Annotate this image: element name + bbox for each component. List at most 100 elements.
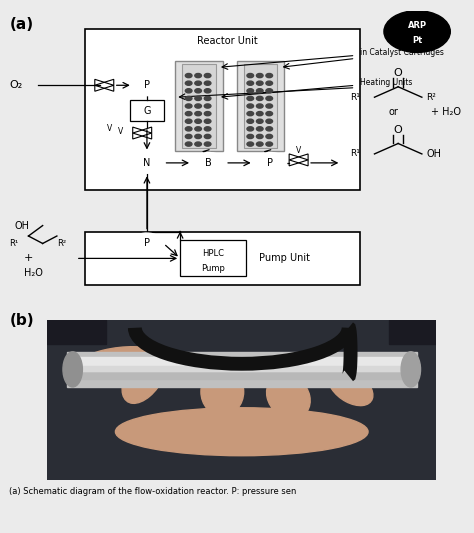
Circle shape xyxy=(185,81,192,85)
Ellipse shape xyxy=(115,408,368,456)
Bar xyxy=(67,373,417,379)
Ellipse shape xyxy=(78,346,157,373)
Circle shape xyxy=(266,119,273,123)
Bar xyxy=(180,240,246,276)
Circle shape xyxy=(185,104,192,108)
Circle shape xyxy=(256,127,263,131)
Circle shape xyxy=(247,88,254,93)
Text: P: P xyxy=(144,80,150,90)
Text: R¹: R¹ xyxy=(350,93,360,102)
Circle shape xyxy=(195,96,201,101)
Circle shape xyxy=(247,119,254,123)
Bar xyxy=(67,357,417,365)
Text: V: V xyxy=(296,147,301,156)
Text: V: V xyxy=(107,124,112,133)
Text: Pt: Pt xyxy=(412,36,422,45)
Bar xyxy=(130,100,164,121)
Circle shape xyxy=(247,74,254,78)
Text: HPLC: HPLC xyxy=(202,249,224,259)
Circle shape xyxy=(195,104,201,108)
Bar xyxy=(237,61,284,151)
Circle shape xyxy=(256,96,263,101)
Circle shape xyxy=(256,81,263,85)
Bar xyxy=(390,320,436,344)
Text: O₂: O₂ xyxy=(9,80,23,90)
Text: Pump: Pump xyxy=(201,264,225,273)
Circle shape xyxy=(247,142,254,146)
Bar xyxy=(244,64,277,148)
Text: B: B xyxy=(205,158,212,168)
Bar xyxy=(175,61,223,151)
Text: OH: OH xyxy=(14,221,29,231)
Circle shape xyxy=(185,127,192,131)
Text: (a): (a) xyxy=(9,17,34,31)
Circle shape xyxy=(185,119,192,123)
Circle shape xyxy=(247,134,254,139)
Circle shape xyxy=(247,81,254,85)
Circle shape xyxy=(204,96,211,101)
Circle shape xyxy=(266,104,273,108)
Circle shape xyxy=(195,127,201,131)
Text: R²: R² xyxy=(57,239,66,248)
Circle shape xyxy=(266,134,273,139)
Circle shape xyxy=(195,111,201,116)
Text: R¹: R¹ xyxy=(350,149,360,158)
Circle shape xyxy=(256,134,263,139)
Circle shape xyxy=(266,96,273,101)
Text: V: V xyxy=(118,127,124,136)
Ellipse shape xyxy=(401,352,420,387)
Circle shape xyxy=(256,119,263,123)
Circle shape xyxy=(185,142,192,146)
Text: Reactor Unit: Reactor Unit xyxy=(197,36,258,45)
Circle shape xyxy=(204,111,211,116)
Bar xyxy=(182,64,216,148)
Bar xyxy=(67,352,417,387)
Circle shape xyxy=(247,104,254,108)
Text: ARP: ARP xyxy=(408,21,427,30)
Circle shape xyxy=(266,81,273,85)
Circle shape xyxy=(266,111,273,116)
Text: (a) Schematic diagram of the flow-oxidation reactor. P: pressure sen: (a) Schematic diagram of the flow-oxidat… xyxy=(9,487,297,496)
Text: N: N xyxy=(143,158,151,168)
Circle shape xyxy=(256,74,263,78)
Ellipse shape xyxy=(201,368,244,416)
Circle shape xyxy=(185,74,192,78)
Text: +: + xyxy=(24,253,33,263)
Circle shape xyxy=(204,142,211,146)
Text: R¹: R¹ xyxy=(9,239,19,248)
Circle shape xyxy=(195,134,201,139)
Circle shape xyxy=(185,88,192,93)
Text: P: P xyxy=(144,238,150,248)
Circle shape xyxy=(256,111,263,116)
Circle shape xyxy=(204,134,211,139)
Text: + H₂O: + H₂O xyxy=(431,107,461,117)
Circle shape xyxy=(204,74,211,78)
Circle shape xyxy=(247,111,254,116)
Circle shape xyxy=(130,152,164,173)
Ellipse shape xyxy=(266,374,310,419)
Circle shape xyxy=(185,134,192,139)
Text: G: G xyxy=(143,106,151,116)
Text: H₂O: H₂O xyxy=(24,268,43,278)
Circle shape xyxy=(266,142,273,146)
Circle shape xyxy=(204,104,211,108)
Circle shape xyxy=(266,127,273,131)
Circle shape xyxy=(195,81,201,85)
Circle shape xyxy=(204,81,211,85)
Text: Heating Units: Heating Units xyxy=(360,78,412,87)
Circle shape xyxy=(204,119,211,123)
Circle shape xyxy=(247,127,254,131)
Text: P: P xyxy=(267,158,273,168)
Circle shape xyxy=(384,11,450,52)
Circle shape xyxy=(204,127,211,131)
Bar xyxy=(47,320,106,344)
Bar xyxy=(67,366,417,371)
Text: or: or xyxy=(389,107,399,117)
Text: R²: R² xyxy=(427,93,437,102)
Circle shape xyxy=(266,88,273,93)
Bar xyxy=(85,29,360,190)
Text: O: O xyxy=(394,68,402,78)
Circle shape xyxy=(195,74,201,78)
Ellipse shape xyxy=(63,352,82,387)
Circle shape xyxy=(254,152,287,173)
